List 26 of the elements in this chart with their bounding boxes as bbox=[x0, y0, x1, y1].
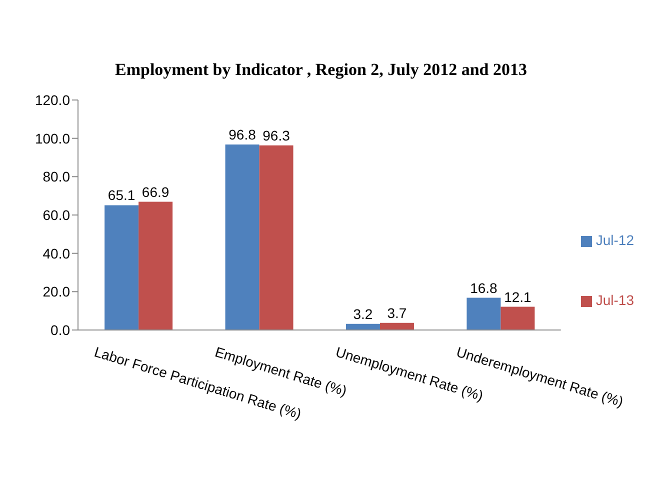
y-tick-label: 0.0 bbox=[50, 322, 70, 338]
y-tick-label: 40.0 bbox=[42, 245, 70, 262]
bar bbox=[259, 145, 294, 330]
y-tick-label: 100.0 bbox=[34, 130, 70, 146]
y-tick-label: 120.0 bbox=[34, 92, 70, 108]
data-label: 3.2 bbox=[353, 306, 373, 322]
data-label: 16.8 bbox=[470, 280, 498, 296]
bar bbox=[104, 205, 139, 330]
bar bbox=[380, 322, 414, 330]
data-label: 3.7 bbox=[387, 304, 407, 321]
data-label: 65.1 bbox=[108, 187, 136, 204]
y-tick-label: 80.0 bbox=[42, 168, 70, 185]
bar bbox=[500, 306, 535, 330]
legend-label: Jul-12 bbox=[596, 232, 634, 248]
y-tick-label: 20.0 bbox=[42, 284, 70, 300]
data-label: 96.8 bbox=[228, 126, 256, 142]
chart-title: Employment by Indicator , Region 2, July 2012 and 2013 bbox=[114, 60, 528, 80]
data-label: 96.3 bbox=[262, 127, 290, 144]
bar bbox=[346, 324, 380, 330]
bar bbox=[225, 144, 260, 330]
data-label: 66.9 bbox=[142, 184, 170, 200]
legend-label: Jul-13 bbox=[596, 292, 634, 308]
y-tick-label: 60.0 bbox=[42, 206, 70, 223]
bar bbox=[466, 298, 501, 330]
data-label: 12.1 bbox=[504, 288, 532, 305]
bar bbox=[138, 202, 173, 330]
